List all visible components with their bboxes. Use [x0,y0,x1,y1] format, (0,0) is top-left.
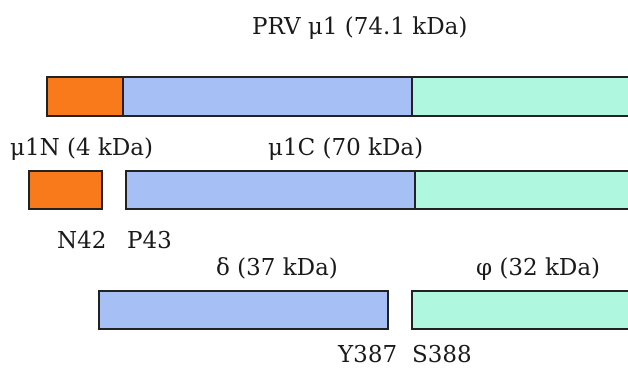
mu1c-c-terminal-segment [414,170,628,210]
phi-label: φ (32 kDa) [476,255,601,281]
mu1c-middle-segment [125,170,416,210]
mu1n-label: μ1N (4 kDa) [10,135,153,161]
delta-fragment [98,290,389,330]
p43-label: P43 [127,228,172,254]
mu1c-label: μ1C (70 kDa) [268,135,424,161]
mu1n-fragment [28,170,103,210]
full-middle-segment [122,76,413,117]
y387-label: Y387 [338,342,398,368]
phi-fragment [411,290,628,330]
full-c-terminal-segment [411,76,628,117]
n42-label: N42 [57,228,107,254]
full-n-terminal-segment [46,76,124,117]
protein-title: PRV μ1 (74.1 kDa) [252,14,468,40]
s388-label: S388 [412,342,472,368]
delta-label: δ (37 kDa) [216,255,338,281]
